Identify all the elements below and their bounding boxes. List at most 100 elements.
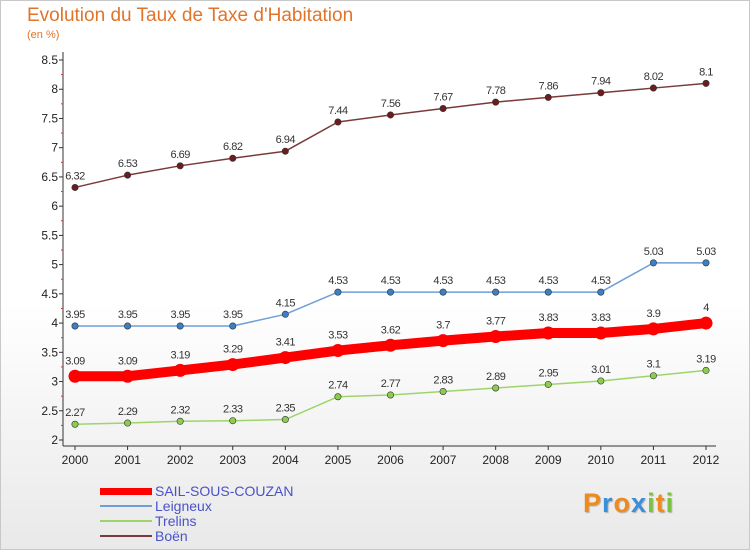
data-label-trelins: 2.27 xyxy=(65,407,85,419)
data-label-sail-sous-couzan: 3.83 xyxy=(591,312,611,324)
data-label-sail-sous-couzan: 3.09 xyxy=(118,355,138,367)
data-point-leigneux xyxy=(334,288,342,296)
data-point-bo-n xyxy=(281,147,289,155)
x-tick-label: 2001 xyxy=(114,453,141,467)
data-point-bo-n xyxy=(492,98,500,106)
data-label-bo-n: 6.32 xyxy=(65,170,85,182)
data-point-bo-n xyxy=(439,105,447,113)
data-label-trelins: 2.83 xyxy=(433,374,453,386)
data-label-trelins: 2.32 xyxy=(170,404,190,416)
data-label-bo-n: 7.86 xyxy=(539,80,559,92)
data-label-leigneux: 4.15 xyxy=(276,297,296,309)
data-label-trelins: 2.95 xyxy=(539,367,559,379)
data-point-sail-sous-couzan xyxy=(594,326,608,340)
data-point-sail-sous-couzan xyxy=(121,369,135,383)
y-tick-label: 4.5 xyxy=(41,287,58,301)
data-label-sail-sous-couzan: 4 xyxy=(703,302,709,314)
y-tick-label: 8.5 xyxy=(41,53,58,67)
y-tick-label: 3 xyxy=(51,375,58,389)
data-label-leigneux: 3.95 xyxy=(223,309,243,321)
logo-letter: t xyxy=(655,488,666,518)
x-tick-label: 2005 xyxy=(325,453,352,467)
data-point-sail-sous-couzan xyxy=(436,334,450,348)
legend-swatch-trelins xyxy=(100,520,152,522)
data-point-sail-sous-couzan xyxy=(489,330,503,344)
data-label-sail-sous-couzan: 3.9 xyxy=(647,308,661,320)
legend-item-leigneux: Leigneux xyxy=(100,498,330,514)
data-label-bo-n: 7.78 xyxy=(486,85,506,97)
legend-label-sail-sous-couzan: SAIL-SOUS-COUZAN xyxy=(155,483,294,499)
data-label-leigneux: 4.53 xyxy=(539,275,559,287)
data-point-sail-sous-couzan xyxy=(278,351,292,365)
data-label-bo-n: 6.82 xyxy=(223,141,243,153)
data-label-leigneux: 5.03 xyxy=(644,246,664,258)
data-label-bo-n: 7.56 xyxy=(381,98,401,110)
data-label-trelins: 2.35 xyxy=(276,403,296,415)
x-tick-label: 2009 xyxy=(535,453,562,467)
logo-letter: o xyxy=(613,488,632,518)
y-tick-label: 2 xyxy=(51,433,58,447)
data-point-leigneux xyxy=(649,259,657,267)
data-point-trelins xyxy=(386,391,394,399)
data-label-trelins: 2.89 xyxy=(486,371,506,383)
data-label-leigneux: 5.03 xyxy=(696,246,716,258)
data-label-bo-n: 7.67 xyxy=(433,92,453,104)
data-point-sail-sous-couzan xyxy=(646,322,660,336)
data-label-sail-sous-couzan: 3.09 xyxy=(65,355,85,367)
data-point-leigneux xyxy=(544,288,552,296)
y-tick-label: 5 xyxy=(51,258,58,272)
x-tick-label: 2006 xyxy=(377,453,404,467)
y-tick-label: 6.5 xyxy=(41,170,58,184)
y-tick-label: 6 xyxy=(51,199,58,213)
data-point-leigneux xyxy=(492,288,500,296)
proxiti-logo: Proxiti xyxy=(583,488,674,519)
data-point-trelins xyxy=(492,384,500,392)
y-tick-label: 7 xyxy=(51,141,58,155)
data-point-leigneux xyxy=(71,322,79,330)
data-label-trelins: 2.74 xyxy=(328,380,348,392)
data-label-bo-n: 7.44 xyxy=(328,105,348,117)
x-tick-label: 2003 xyxy=(219,453,246,467)
data-point-leigneux xyxy=(597,288,605,296)
data-label-trelins: 2.29 xyxy=(118,406,138,418)
y-tick-label: 3.5 xyxy=(41,345,58,359)
data-point-bo-n xyxy=(71,183,79,191)
legend-label-trelins: Trelins xyxy=(155,513,197,529)
data-label-leigneux: 4.53 xyxy=(591,275,611,287)
data-point-sail-sous-couzan xyxy=(384,338,397,352)
data-point-trelins xyxy=(176,417,184,425)
legend-swatch-sail-sous-couzan xyxy=(100,488,152,495)
data-point-bo-n xyxy=(597,89,605,97)
logo-letter: P xyxy=(583,488,603,518)
y-tick-label: 4 xyxy=(51,316,58,330)
logo-letter: i xyxy=(647,488,656,518)
data-point-leigneux xyxy=(229,322,237,330)
data-point-leigneux xyxy=(386,288,394,296)
data-point-sail-sous-couzan xyxy=(541,326,555,340)
data-point-sail-sous-couzan xyxy=(699,316,713,330)
data-label-leigneux: 4.53 xyxy=(433,275,453,287)
chart-title: Evolution du Taux de Taxe d'Habitation xyxy=(27,5,354,26)
data-label-sail-sous-couzan: 3.77 xyxy=(486,316,506,328)
data-point-sail-sous-couzan xyxy=(226,358,240,372)
legend-item-boen: Boën xyxy=(100,528,330,544)
data-label-bo-n: 8.02 xyxy=(644,71,664,83)
data-label-sail-sous-couzan: 3.29 xyxy=(223,344,243,356)
legend-label-boen: Boën xyxy=(155,528,188,544)
data-label-sail-sous-couzan: 3.19 xyxy=(170,349,190,361)
logo-letter: r xyxy=(602,488,614,518)
x-tick-label: 2004 xyxy=(272,453,299,467)
data-label-leigneux: 4.53 xyxy=(328,275,348,287)
data-label-trelins: 3.19 xyxy=(696,353,716,365)
data-point-trelins xyxy=(702,366,710,374)
logo-letter: i xyxy=(665,488,675,518)
data-point-trelins xyxy=(597,377,605,385)
chart-unit-label: (en %) xyxy=(27,29,60,41)
data-point-leigneux xyxy=(439,288,447,296)
logo-letter: x xyxy=(631,488,648,518)
legend-item-trelins: Trelins xyxy=(100,513,330,529)
data-point-bo-n xyxy=(229,154,237,162)
data-label-sail-sous-couzan: 3.83 xyxy=(539,312,559,324)
